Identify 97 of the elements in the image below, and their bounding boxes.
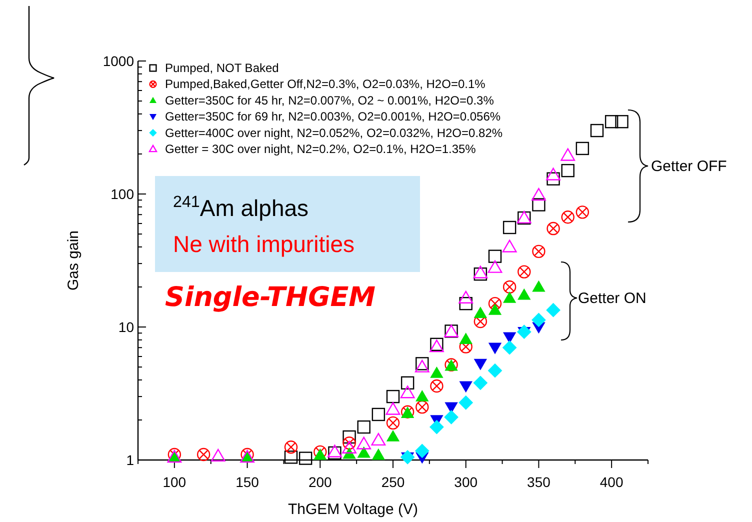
point [210,448,226,462]
point [284,440,298,454]
annotation: $^{241}$Am alphas [173,193,309,221]
point [488,363,502,378]
point [474,358,488,370]
point [357,446,370,458]
point [414,360,430,372]
point [560,148,576,161]
point [502,332,516,344]
point [298,452,312,465]
point [546,302,560,318]
point [372,408,386,422]
x-tick-label: 250 [381,474,405,490]
point [357,420,370,434]
annotation: Single-THGEM [165,282,376,313]
point [473,376,488,390]
point [532,198,546,212]
y-tick-label: 100 [110,186,134,202]
point [532,280,546,292]
point [576,142,590,156]
point [314,445,327,459]
point [416,400,429,414]
point [400,386,415,398]
point [196,448,210,462]
legend-label: Getter = 30C over night, N2=0.2%, O2=0.1%, H2O=1.35% [165,142,476,156]
point [518,288,531,300]
x-tick-label: 150 [236,474,260,490]
point [416,390,429,402]
x-tick-label: 100 [162,474,186,490]
point [532,312,546,328]
point [284,450,298,464]
point [458,290,474,304]
legend-label: Getter=350C for 69 hr, N2=0.003%, O2=0.001%, H2O=0.056% [165,110,501,124]
y-tick-label: 1 [126,452,134,468]
point [400,376,414,390]
point [356,436,372,450]
annotation: Getter ON [578,290,646,307]
annotation: Ne with impurities [173,231,354,257]
point [430,366,444,378]
point [459,296,472,310]
point [386,390,400,404]
point [518,265,531,278]
point [502,291,516,303]
legend-label: Getter=350C for 45 hr, N2=0.007%, O2 ~ 0.001%, H2O=0.3% [165,93,494,108]
point [532,244,546,258]
point [488,260,502,273]
legend-label: Pumped,Baked,Getter Off,N2=0.3%, O2=0.03%, H2O=0.1% [165,77,486,92]
point [414,444,430,458]
y-tick-label: 10 [118,319,134,335]
x-tick-label: 400 [600,474,624,490]
point [488,303,502,315]
point [342,436,356,450]
point [371,432,386,446]
point [590,124,604,138]
point [430,420,444,434]
point [474,267,488,281]
x-tick-label: 350 [527,474,551,490]
text: Getter OFF [651,158,727,175]
point [615,115,628,128]
point [444,410,458,424]
legend-label: Getter=400C over night, N2=0.052%, O2=0.032%, H2O=0.82% [165,126,503,140]
point [458,395,474,410]
point [474,306,488,318]
y-axis-title: Gas gain [65,230,82,291]
point [386,402,400,415]
point [328,446,342,460]
point [459,332,472,344]
point [604,115,618,128]
point [502,220,516,234]
point [430,379,444,393]
point [502,340,517,355]
point [372,448,386,460]
x-tick-label: 200 [308,474,332,490]
point [459,381,472,393]
point [342,440,356,454]
point [576,206,590,219]
legend-label: Pumped, NOT Baked [165,61,279,75]
point [488,342,502,354]
point [488,296,502,310]
point [473,266,488,278]
y-tick-label: 1000 [102,53,134,69]
point [561,210,574,224]
point [546,168,560,180]
point [532,188,546,201]
x-axis-title: ThGEM Voltage (V) [288,501,418,518]
point [546,172,560,186]
x-tick-label: 300 [454,474,478,490]
point [502,240,517,252]
point [561,164,574,178]
point [488,250,502,263]
point [386,430,400,442]
point [314,448,327,460]
point [328,444,342,458]
point [502,280,516,294]
point [386,416,400,430]
point [546,222,560,236]
point [342,430,356,444]
